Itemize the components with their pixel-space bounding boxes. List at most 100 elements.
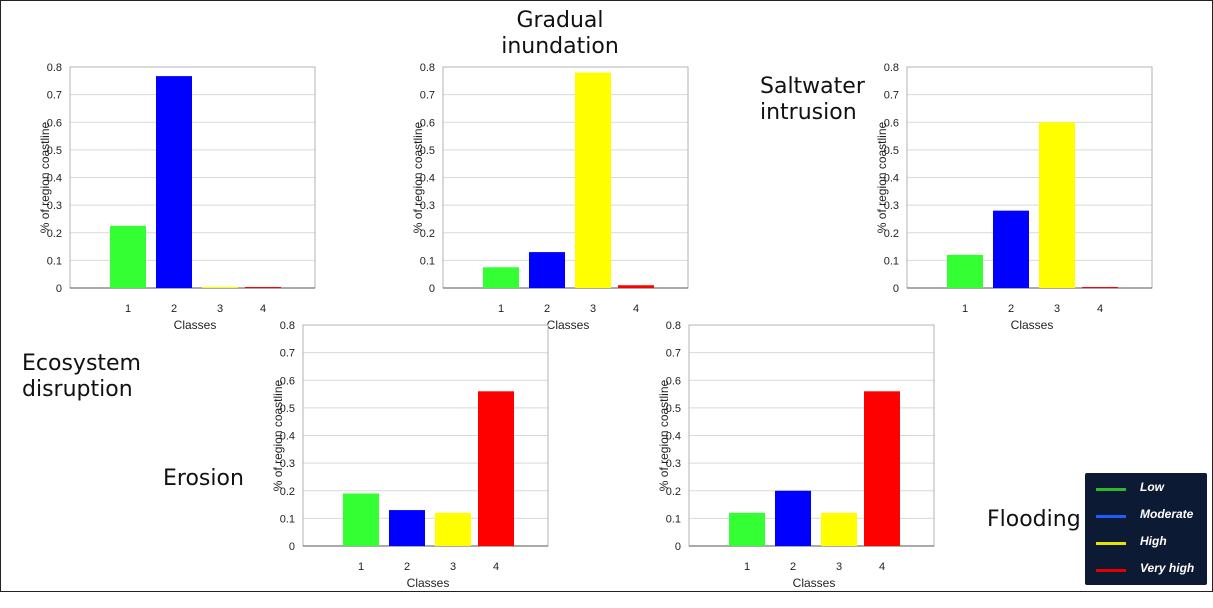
title-ecosystem-line1: Ecosystem bbox=[22, 351, 141, 376]
legend-swatch-low bbox=[1096, 488, 1126, 491]
y-axis-label: % of region coastline bbox=[38, 121, 52, 233]
bar-class-1 bbox=[343, 493, 379, 546]
y-tick-label: 0.1 bbox=[884, 255, 899, 267]
bar-class-3 bbox=[575, 72, 611, 289]
y-tick-label: 0.7 bbox=[420, 90, 435, 102]
x-tick-label: 2 bbox=[1008, 303, 1014, 315]
y-tick-label: 0.3 bbox=[666, 458, 681, 470]
bar-class-4 bbox=[864, 391, 900, 546]
legend-item-high: High bbox=[1085, 534, 1207, 552]
y-tick-label: 0.8 bbox=[884, 62, 899, 74]
bar-class-2 bbox=[529, 252, 565, 288]
y-tick-label: 0.8 bbox=[280, 320, 295, 332]
y-tick-label: 0.6 bbox=[420, 117, 435, 129]
legend-label-high: High bbox=[1140, 534, 1167, 548]
y-tick-label: 0.8 bbox=[47, 62, 62, 74]
x-tick-label: 3 bbox=[217, 303, 223, 315]
x-axis-label: Classes bbox=[793, 576, 836, 590]
y-tick-label: 0.5 bbox=[884, 145, 899, 157]
y-tick-label: 0.8 bbox=[420, 62, 435, 74]
y-tick-label: 0.1 bbox=[280, 513, 295, 525]
x-tick-label: 1 bbox=[358, 561, 364, 573]
y-tick-label: 0.4 bbox=[280, 431, 295, 443]
bar-class-3 bbox=[435, 512, 471, 546]
x-tick-label: 1 bbox=[962, 303, 968, 315]
title-flooding: Flooding bbox=[987, 507, 1081, 532]
x-tick-label: 2 bbox=[790, 561, 796, 573]
x-tick-label: 3 bbox=[1054, 303, 1060, 315]
title-gradual-line2: inundation bbox=[501, 34, 619, 59]
bar-class-3 bbox=[1039, 122, 1075, 288]
y-tick-label: 0.7 bbox=[666, 348, 681, 360]
bar-class-2 bbox=[389, 510, 425, 546]
y-tick-label: 0.5 bbox=[666, 403, 681, 415]
x-tick-label: 2 bbox=[404, 561, 410, 573]
y-tick-label: 0.4 bbox=[884, 173, 899, 185]
bar-class-4 bbox=[245, 287, 281, 288]
y-tick-label: 0.6 bbox=[884, 117, 899, 129]
y-tick-label: 0 bbox=[429, 283, 435, 295]
chart-ecosystem-disruption: 0 0.1 0.2 0.3 0.4 0.5 0.6 0.7 0.8 1 2 3 4 Classes % of… bbox=[38, 62, 316, 332]
y-tick-label: 0.2 bbox=[884, 228, 899, 240]
y-tick-label: 0.1 bbox=[666, 513, 681, 525]
legend-item-moderate: Moderate bbox=[1085, 507, 1207, 525]
bar-class-3 bbox=[821, 512, 857, 546]
y-axis-label: % of region coastline bbox=[271, 379, 285, 491]
y-tick-label: 0.2 bbox=[47, 228, 62, 240]
bar-class-1 bbox=[483, 267, 519, 288]
x-tick-label: 4 bbox=[879, 561, 885, 573]
x-tick-label: 3 bbox=[590, 303, 596, 315]
x-tick-label: 2 bbox=[544, 303, 550, 315]
chart-gradual-inundation: 0 0.1 0.2 0.3 0.4 0.5 0.6 0.7 0.8 1 2 3 4 Classes % of… bbox=[411, 62, 689, 332]
x-tick-label: 1 bbox=[744, 561, 750, 573]
x-tick-label: 1 bbox=[498, 303, 504, 315]
y-tick-label: 0.3 bbox=[47, 200, 62, 212]
title-ecosystem-disruption: Ecosystem disruption bbox=[22, 351, 152, 403]
y-tick-label: 0 bbox=[56, 283, 62, 295]
x-axis-label: Classes bbox=[407, 576, 450, 590]
y-tick-label: 0.2 bbox=[280, 486, 295, 498]
y-tick-label: 0.3 bbox=[280, 458, 295, 470]
title-erosion: Erosion bbox=[163, 466, 244, 491]
y-tick-label: 0.2 bbox=[666, 486, 681, 498]
legend-item-very-high: Very high bbox=[1085, 561, 1207, 579]
chart-saltwater-intrusion: 0 0.1 0.2 0.3 0.4 0.5 0.6 0.7 0.8 1 2 3 4 Classes % of… bbox=[875, 62, 1153, 332]
y-tick-label: 0.7 bbox=[280, 348, 295, 360]
x-tick-label: 1 bbox=[125, 303, 131, 315]
bar-class-1 bbox=[947, 254, 983, 288]
y-tick-label: 0 bbox=[893, 283, 899, 295]
x-axis-label: Classes bbox=[174, 318, 217, 332]
y-tick-label: 0.1 bbox=[420, 255, 435, 267]
legend-swatch-very-high bbox=[1096, 569, 1126, 572]
y-tick-label: 0.6 bbox=[666, 375, 681, 387]
x-tick-label: 3 bbox=[836, 561, 842, 573]
title-gradual-inundation: Gradual inundation bbox=[480, 8, 640, 60]
title-gradual-line1: Gradual bbox=[516, 8, 604, 33]
bar-class-2 bbox=[993, 210, 1029, 288]
y-tick-label: 0.5 bbox=[420, 145, 435, 157]
x-tick-label: 3 bbox=[450, 561, 456, 573]
x-tick-label: 4 bbox=[260, 303, 266, 315]
legend-swatch-moderate bbox=[1096, 515, 1126, 518]
bar-class-1 bbox=[110, 225, 146, 288]
y-tick-label: 0.5 bbox=[47, 145, 62, 157]
y-tick-label: 0.2 bbox=[420, 228, 435, 240]
y-tick-label: 0.6 bbox=[280, 375, 295, 387]
legend-label-very-high: Very high bbox=[1140, 561, 1195, 575]
chart-erosion: 0 0.1 0.2 0.3 0.4 0.5 0.6 0.7 0.8 1 2 3 4 Classes % of… bbox=[271, 320, 549, 590]
chart-flooding: 0 0.1 0.2 0.3 0.4 0.5 0.6 0.7 0.8 1 2 3 4 Classes % of… bbox=[657, 320, 935, 590]
legend-swatch-high bbox=[1096, 542, 1126, 545]
bar-class-1 bbox=[729, 512, 765, 546]
x-tick-label: 4 bbox=[493, 561, 499, 573]
bar-class-4 bbox=[478, 391, 514, 546]
legend-panel: Low Moderate High Very high bbox=[1085, 473, 1207, 585]
x-tick-label: 4 bbox=[633, 303, 639, 315]
y-tick-label: 0.4 bbox=[666, 431, 681, 443]
title-saltwater-intrusion: Saltwater intrusion bbox=[760, 74, 870, 126]
y-tick-label: 0.4 bbox=[420, 173, 435, 185]
x-tick-label: 2 bbox=[171, 303, 177, 315]
x-axis-label: Classes bbox=[1011, 318, 1054, 332]
y-tick-label: 0.8 bbox=[666, 320, 681, 332]
legend-item-low: Low bbox=[1085, 480, 1207, 498]
bar-class-4 bbox=[1082, 287, 1118, 288]
